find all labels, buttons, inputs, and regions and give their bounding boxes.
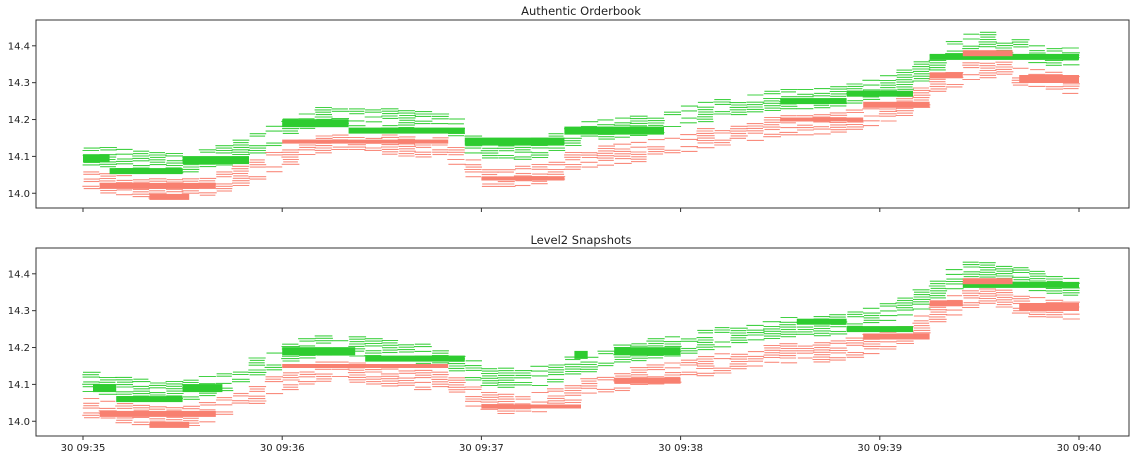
ask-size-bar xyxy=(614,377,681,384)
plot-area xyxy=(82,31,1080,200)
bid-size-bar xyxy=(574,350,588,359)
ask-size-bar xyxy=(149,193,190,200)
y-axis: 14.0 14.1 14.2 14.3 14.4 xyxy=(8,269,36,428)
bid-size-bar xyxy=(116,396,183,403)
ask-size-bar xyxy=(1019,75,1079,83)
ask-size-bar xyxy=(1019,303,1079,311)
axes-frame xyxy=(35,19,1130,209)
ask-size-bar xyxy=(481,176,565,181)
bid-size-bar xyxy=(83,154,110,163)
y-tick-label: 14.0 xyxy=(8,417,30,428)
bid-size-bar xyxy=(614,347,681,356)
bid-size-bar xyxy=(93,384,117,393)
x-tick-label: 30 09:38 xyxy=(658,443,703,454)
ask-size-bar xyxy=(863,101,930,108)
y-tick-label: 14.1 xyxy=(8,152,30,163)
x-tick-label: 30 09:39 xyxy=(857,443,902,454)
bid-size-bar xyxy=(182,384,223,393)
ask-size-bar xyxy=(780,117,864,122)
y-tick-label: 14.2 xyxy=(8,115,30,126)
ask-size-bar xyxy=(99,410,216,417)
y-tick-label: 14.1 xyxy=(8,380,30,391)
bid-size-bar xyxy=(282,119,349,128)
bid-size-bar xyxy=(846,326,913,333)
bid-size-bar xyxy=(796,318,847,325)
chart-panel-authentic-orderbook: Authentic Orderbook 14.0 14.1 14.2 14.3 14.4 xyxy=(8,4,1130,212)
y-tick-label: 14.3 xyxy=(8,306,30,317)
chart-title: Level2 Snapshots xyxy=(530,233,631,247)
bid-size-bar xyxy=(282,347,356,356)
axes-frame xyxy=(35,247,1130,437)
bid-size-bar xyxy=(182,156,249,165)
x-axis xyxy=(82,208,1080,212)
ask-size-bar xyxy=(282,139,449,144)
ask-size-bar xyxy=(282,364,449,368)
y-axis: 14.0 14.1 14.2 14.3 14.4 xyxy=(8,41,36,200)
ask-size-bar xyxy=(929,300,963,307)
bid-size-bar xyxy=(780,98,847,105)
ask-size-bar xyxy=(863,333,930,340)
bid-size-bar xyxy=(564,126,664,135)
ask-size-bar xyxy=(962,278,1013,285)
y-tick-label: 14.3 xyxy=(8,78,30,89)
ask-size-bar xyxy=(962,50,1013,57)
x-tick-label: 30 09:35 xyxy=(61,443,106,454)
y-tick-label: 14.4 xyxy=(8,41,30,52)
x-tick-label: 30 09:40 xyxy=(1057,443,1102,454)
x-axis: 30 09:35 30 09:36 30 09:37 30 09:38 30 09:39… xyxy=(61,436,1102,454)
chart-title: Authentic Orderbook xyxy=(521,4,641,18)
bid-size-bar xyxy=(348,127,465,134)
bid-size-bar xyxy=(962,281,1079,288)
ask-size-bar xyxy=(99,182,216,189)
y-tick-label: 14.0 xyxy=(8,189,30,200)
ask-size-bar xyxy=(149,421,190,428)
ask-size-bar xyxy=(481,404,581,409)
chart-panel-level2-snapshots: Level2 Snapshots 14.0 14.1 14.2 14.3 14.4 30… xyxy=(8,233,1130,454)
bid-size-bar xyxy=(464,137,565,146)
ask-size-bar xyxy=(929,72,963,79)
plot-area xyxy=(82,261,1080,428)
bid-size-bar xyxy=(365,355,465,362)
x-tick-label: 30 09:37 xyxy=(459,443,504,454)
y-tick-label: 14.2 xyxy=(8,343,30,354)
y-tick-label: 14.4 xyxy=(8,269,30,280)
bid-size-bar xyxy=(846,90,913,97)
bid-size-bar xyxy=(109,168,183,175)
bid-size-bar xyxy=(929,53,1079,60)
x-tick-label: 30 09:36 xyxy=(260,443,305,454)
